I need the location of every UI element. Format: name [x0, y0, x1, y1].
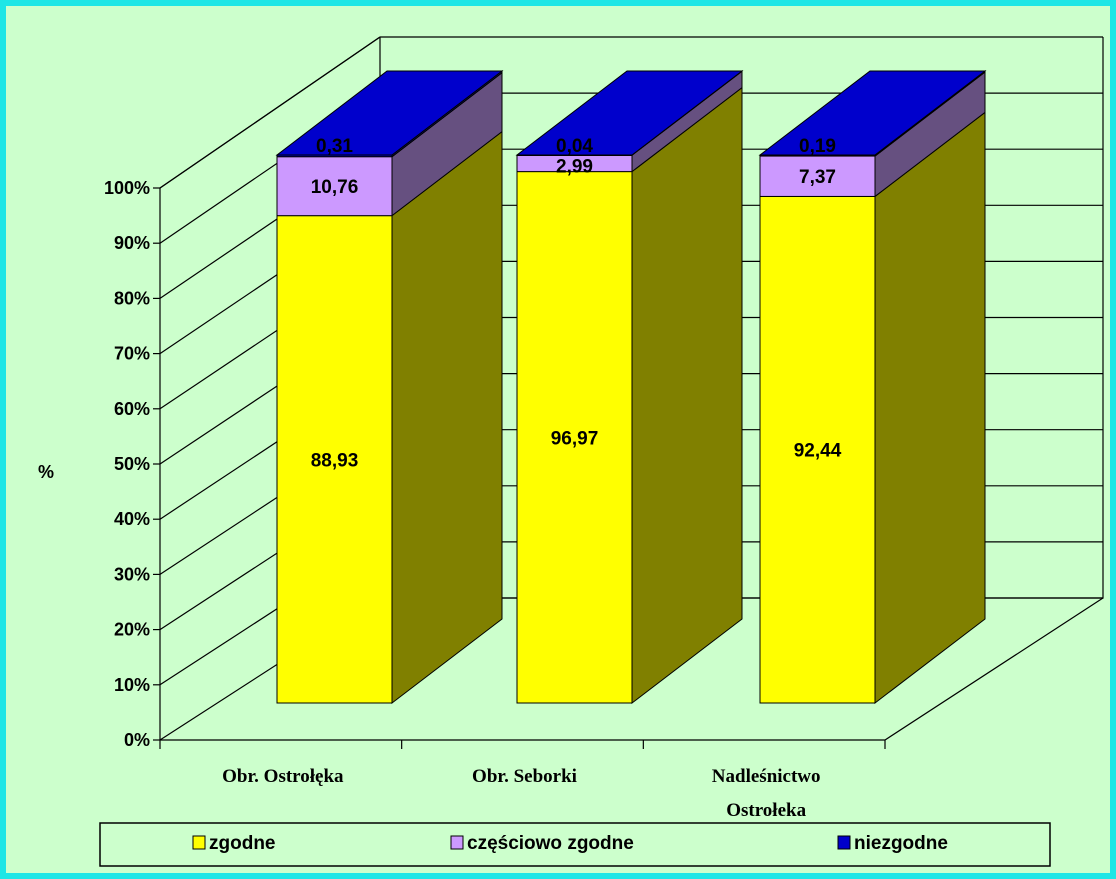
legend-swatch — [837, 835, 851, 850]
category-label: Nadleśnictwo — [712, 766, 821, 787]
bar-segment — [759, 155, 876, 197]
y-tick-label: 70% — [114, 344, 150, 364]
y-tick-label: 40% — [114, 509, 150, 529]
bar-layer: 88,93 10,76 0,31 96,97 2,990,04 92,44 7,37 0,19 — [275, 69, 987, 705]
data-label: 0,31 — [316, 136, 353, 157]
y-axis-ticks: 0% 10% 20% 30% 40% 50% 60% 70% 80% 90% 100% — [104, 178, 150, 750]
category-label: Obr. Seborki — [472, 766, 577, 787]
bar-group: 92,44 7,37 0,19 — [758, 69, 987, 705]
bar-segment — [276, 156, 393, 217]
bar-side-zgodne — [391, 130, 503, 705]
bar-top — [275, 70, 504, 156]
bar-top — [515, 70, 744, 156]
data-label: 88,93 — [311, 450, 359, 471]
data-label: 0,19 — [799, 136, 836, 157]
data-label: 0,04 — [556, 136, 593, 157]
legend-label: zgodne — [209, 833, 276, 854]
legend: zgodne częściowo zgodne niezgodne — [99, 822, 1051, 867]
legend-swatch — [450, 835, 464, 850]
bar-segment — [276, 215, 393, 704]
y-tick-label: 50% — [114, 454, 150, 474]
y-tick-label: 100% — [104, 178, 150, 198]
bar-segment — [516, 171, 633, 704]
bar-top — [758, 70, 987, 156]
bar-segment — [759, 195, 876, 704]
bar-group: 96,97 2,990,04 — [515, 69, 744, 705]
bar-side-zgodne — [631, 86, 743, 705]
legend-label: częściowo zgodne — [467, 833, 634, 854]
data-label: 7,37 — [799, 167, 836, 188]
legend-swatch — [192, 835, 206, 850]
data-label: 2,99 — [556, 156, 593, 177]
gridline-side — [159, 36, 381, 189]
bar-group: 88,93 10,76 0,31 — [275, 69, 504, 705]
y-tick-label: 90% — [114, 233, 150, 253]
y-axis-label: % — [38, 462, 54, 482]
legend-box — [99, 822, 1051, 867]
data-label: 96,97 — [551, 428, 599, 449]
bar-side-zgodne — [874, 111, 986, 705]
category-labels: Obr. Ostrołęka Obr. Seborki Nadleśnictwo Os… — [222, 766, 820, 821]
y-tick-label: 30% — [114, 564, 150, 584]
data-label: 10,76 — [311, 177, 359, 198]
y-tick-label: 60% — [114, 399, 150, 419]
category-label: Obr. Ostrołęka — [222, 766, 344, 787]
y-tick-label: 0% — [124, 730, 150, 750]
legend-label: niezgodne — [854, 833, 948, 854]
y-tick-label: 10% — [114, 675, 150, 695]
y-tick-label: 20% — [114, 620, 150, 640]
y-tick-label: 80% — [114, 288, 150, 308]
category-label: Ostrołeka — [726, 800, 806, 821]
data-label: 92,44 — [794, 441, 842, 462]
